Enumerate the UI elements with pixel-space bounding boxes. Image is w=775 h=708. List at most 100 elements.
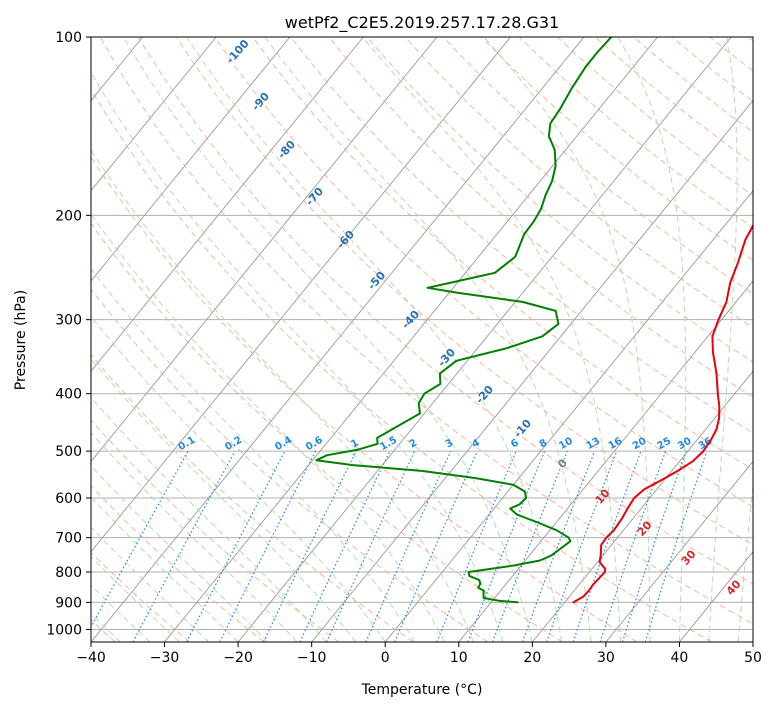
dry-adiabat-line	[480, 37, 753, 261]
x-tick-label: 40	[671, 650, 689, 666]
mixing-ratio-label: 30	[676, 436, 694, 453]
y-tick-label: 300	[55, 313, 82, 329]
moist-adiabat-line	[91, 71, 504, 642]
dry-adiabat-line	[91, 288, 489, 642]
chart-title: wetPf2_C2E5.2019.257.17.28.G31	[285, 13, 559, 33]
mixing-ratio-label: 25	[656, 436, 674, 453]
pressure-gridlines	[91, 37, 753, 630]
dry-adiabat-line	[442, 37, 753, 295]
isotherm-line	[384, 190, 753, 642]
moist-adiabat-line	[123, 37, 533, 642]
dry-adiabat-line	[91, 353, 414, 642]
moist-adiabat-line	[362, 37, 622, 642]
dry-adiabat-line	[252, 37, 753, 470]
mixing-ratio-line	[219, 450, 317, 642]
isotherm-line	[605, 460, 753, 642]
dry-adiabat-line	[557, 37, 753, 196]
y-tick-label: 400	[55, 387, 82, 403]
x-axis-label: Temperature (°C)	[361, 682, 483, 698]
dry-adiabat-line	[137, 37, 753, 585]
moist-adiabat-line	[186, 37, 563, 642]
dry-adiabat-label: 20	[635, 518, 655, 538]
y-tick-label: 800	[55, 565, 82, 581]
mixing-ratio-line	[394, 450, 478, 642]
mixing-ratio-label: 1	[349, 437, 361, 450]
moist-adiabat-line	[737, 481, 753, 642]
x-tick-label: −40	[76, 650, 106, 666]
dry-adiabat-line	[366, 37, 753, 363]
x-tick-label: 0	[381, 650, 390, 666]
x-tick-label: −10	[297, 650, 327, 666]
mixing-ratio-label: 6	[509, 437, 521, 450]
isotherm-line	[752, 641, 753, 642]
mixing-ratio-lines	[91, 450, 708, 642]
isotherm-line	[679, 551, 753, 642]
temperature-profile-line	[572, 223, 753, 604]
moist-adiabat-line	[483, 37, 651, 642]
y-tick-label: 700	[55, 531, 82, 547]
dry-adiabat-line	[91, 419, 340, 642]
y-tick-label: 900	[55, 595, 82, 611]
mixing-ratio-line	[644, 450, 708, 642]
dry-adiabat-line	[176, 37, 753, 546]
mixing-ratio-label: 13	[585, 436, 603, 453]
mixing-ratio-line	[622, 450, 687, 642]
x-axis-ticks: −40 −30 −20 −10 0 10 20 30 40 50	[76, 642, 762, 666]
dry-adiabat-lines	[91, 37, 753, 642]
moist-adiabat-line	[91, 358, 357, 642]
x-tick-label: 50	[744, 650, 762, 666]
isotherm-line	[91, 37, 511, 553]
mixing-ratio-line	[326, 450, 416, 642]
moist-adiabat-line	[91, 396, 327, 642]
mixing-ratio-label: 0.4	[273, 435, 294, 453]
moist-adiabat-line	[91, 526, 210, 642]
mixing-ratio-label: 4	[470, 437, 482, 450]
moist-adiabat-line	[91, 432, 298, 642]
isotherm-line	[91, 37, 438, 463]
mixing-ratio-label: 0.6	[304, 435, 325, 453]
isotherm-line	[91, 37, 217, 192]
moist-adiabat-line	[91, 556, 180, 642]
y-axis-ticks: 1000 900 800 700 600 500 400 300 200 100	[46, 30, 91, 638]
y-tick-label: 600	[55, 491, 82, 507]
isotherm-line	[91, 37, 291, 282]
dry-adiabat-line	[519, 37, 753, 229]
mixing-ratio-line	[521, 450, 596, 642]
mixing-ratio-line	[365, 450, 452, 642]
isotherm-line	[0, 37, 69, 642]
mixing-ratio-line	[91, 450, 189, 629]
mixing-ratio-label: 2	[408, 437, 420, 450]
y-tick-label: 200	[55, 208, 82, 224]
dry-adiabat-line	[747, 37, 753, 42]
x-tick-label: −20	[223, 650, 253, 666]
isotherm-line	[237, 37, 732, 642]
dry-adiabat-label: -100	[224, 37, 252, 66]
dry-adiabat-line	[328, 37, 753, 398]
dry-adiabat-line	[404, 37, 753, 329]
y-axis-label: Pressure (hPa)	[13, 290, 29, 390]
dry-adiabat-label: -50	[365, 269, 388, 293]
mixing-ratio-label: 1.5	[378, 435, 399, 453]
x-tick-label: 30	[597, 650, 615, 666]
isotherm-line	[311, 99, 753, 642]
moist-adiabat-line	[91, 465, 268, 642]
moist-adiabat-line	[91, 213, 445, 642]
isotherm-line	[164, 37, 658, 642]
moist-adiabat-line	[91, 267, 416, 642]
isotherm-line	[458, 280, 753, 642]
isotherm-line	[91, 37, 585, 642]
dry-adiabat-label: 10	[593, 486, 613, 506]
mixing-ratio-line	[546, 450, 618, 642]
mixing-ratio-label: 10	[557, 436, 575, 453]
y-tick-label: 100	[55, 30, 82, 46]
mixing-ratio-line	[132, 450, 236, 642]
isotherm-lines	[0, 37, 753, 642]
dry-adiabat-label: 40	[724, 577, 744, 597]
moist-adiabat-line	[617, 37, 687, 642]
moist-adiabat-line	[91, 148, 474, 642]
profile-series	[315, 37, 753, 604]
x-tick-label: 10	[450, 650, 468, 666]
dry-adiabat-line	[91, 222, 563, 642]
dry-adiabat-line	[709, 37, 753, 72]
